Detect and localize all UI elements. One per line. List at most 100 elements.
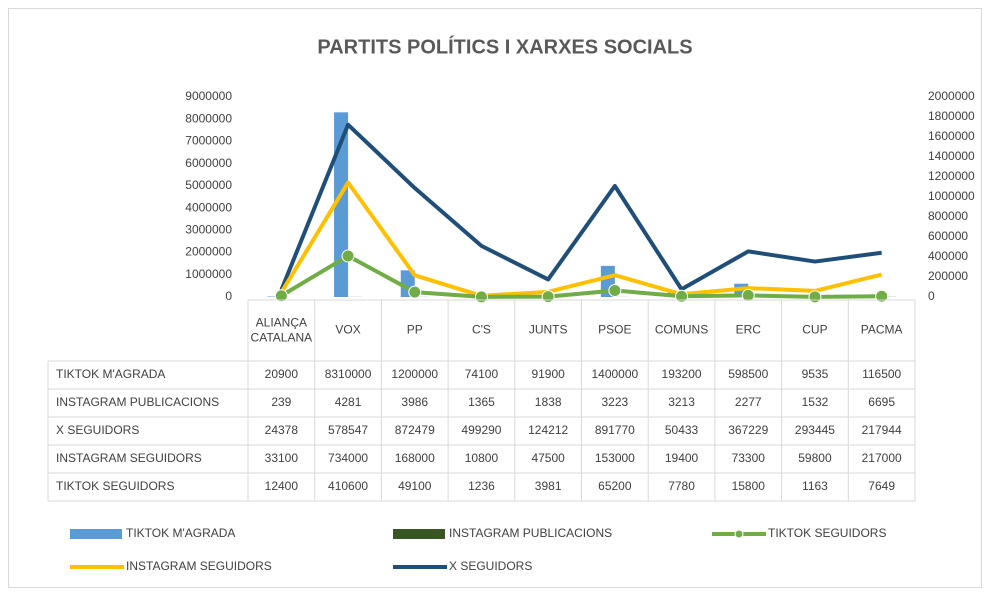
line-series <box>279 122 882 292</box>
table-cell: 168000 <box>395 451 435 465</box>
table-cell: 73300 <box>732 451 766 465</box>
table-cell: 1365 <box>468 395 495 409</box>
row-label: INSTAGRAM PUBLICACIONS <box>56 395 219 409</box>
y2-tick-label: 800000 <box>928 209 968 223</box>
legend-label: TIKTOK M'AGRADA <box>126 526 235 540</box>
line-marker <box>274 289 288 303</box>
line-marker <box>875 289 889 303</box>
table-cell: 598500 <box>728 367 768 381</box>
row-label: X SEGUIDORS <box>56 423 139 437</box>
table-cell: 10800 <box>465 451 499 465</box>
category-label: PP <box>407 323 423 337</box>
table-cell: 1236 <box>468 479 495 493</box>
y-tick-label: 6000000 <box>185 156 232 170</box>
y2-tick-label: 1600000 <box>928 129 975 143</box>
row-label: INSTAGRAM SEGUIDORS <box>56 451 202 465</box>
category-label: JUNTS <box>529 323 568 337</box>
category-label: C'S <box>472 323 491 337</box>
table-cell: 3981 <box>535 479 562 493</box>
table-cell: 217000 <box>862 451 902 465</box>
table-cell: 1200000 <box>391 367 438 381</box>
legend-label: INSTAGRAM SEGUIDORS <box>126 559 272 573</box>
category-label: PSOE <box>598 323 631 337</box>
table-cell: 20900 <box>265 367 299 381</box>
legend-marker <box>734 529 744 539</box>
y-tick-label: 8000000 <box>185 111 232 125</box>
table-cell: 49100 <box>398 479 432 493</box>
line-marker <box>341 249 355 263</box>
legend-label: TIKTOK SEGUIDORS <box>768 526 886 540</box>
table-cell: 293445 <box>795 423 835 437</box>
table-cell: 1532 <box>802 395 829 409</box>
table-cell: 9535 <box>802 367 829 381</box>
y-tick-label: 2000000 <box>185 245 232 259</box>
table-cell: 50433 <box>665 423 699 437</box>
table-cell: 367229 <box>728 423 768 437</box>
y2-tick-label: 200000 <box>928 269 968 283</box>
table-cell: 59800 <box>798 451 832 465</box>
table-cell: 1163 <box>802 479 828 493</box>
row-label: TIKTOK SEGUIDORS <box>56 479 174 493</box>
table-cell: 15800 <box>732 479 766 493</box>
line-series <box>280 253 882 299</box>
y2-tick-label: 2000000 <box>928 89 975 103</box>
category-label: CUP <box>802 323 827 337</box>
table-cell: 7780 <box>668 479 695 493</box>
table-cell: 65200 <box>598 479 632 493</box>
y2-tick-label: 1400000 <box>928 149 975 163</box>
row-label: TIKTOK M'AGRADA <box>56 367 165 381</box>
table-cell: 47500 <box>531 451 565 465</box>
y2-tick-label: 1800000 <box>928 109 975 123</box>
legend-label: INSTAGRAM PUBLICACIONS <box>449 526 612 540</box>
y2-tick-label: 1200000 <box>928 169 975 183</box>
line-marker <box>474 290 488 304</box>
table-cell: 1838 <box>535 395 562 409</box>
table-cell: 3986 <box>401 395 428 409</box>
y-tick-label: 0 <box>225 289 232 303</box>
table-cell: 4281 <box>335 395 362 409</box>
legend-swatch <box>70 529 122 539</box>
category-label: VOX <box>335 323 360 337</box>
line-marker <box>408 285 422 299</box>
y2-tick-label: 1000000 <box>928 189 975 203</box>
category-label: ERC <box>736 323 762 337</box>
y-tick-label: 1000000 <box>185 267 232 281</box>
line-marker <box>541 290 555 304</box>
table-cell: 153000 <box>595 451 635 465</box>
table-cell: 2277 <box>735 395 762 409</box>
category-label: ALIANÇA CATALANA <box>251 316 313 345</box>
table-cell: 193200 <box>662 367 702 381</box>
y2-tick-label: 400000 <box>928 249 968 263</box>
table-cell: 116500 <box>862 367 901 381</box>
table-cell: 24378 <box>265 423 299 437</box>
line-marker <box>808 290 822 304</box>
table-cell: 12400 <box>265 479 299 493</box>
y-tick-label: 7000000 <box>185 134 232 148</box>
table-cell: 8310000 <box>325 367 372 381</box>
chart-title: PARTITS POLÍTICS I XARXES SOCIALS <box>317 35 692 58</box>
y-tick-label: 5000000 <box>185 178 232 192</box>
table-cell: 1400000 <box>591 367 638 381</box>
table-cell: 3223 <box>601 395 628 409</box>
legend-swatch <box>393 529 445 539</box>
table-cell: 91900 <box>531 367 565 381</box>
category-label: COMUNS <box>655 323 708 337</box>
table-cell: 33100 <box>265 451 299 465</box>
line-series <box>279 180 883 298</box>
category-label: PACMA <box>861 323 903 337</box>
table-cell: 891770 <box>595 423 635 437</box>
line-marker <box>608 283 622 297</box>
table-cell: 74100 <box>465 367 499 381</box>
y-tick-label: 4000000 <box>185 200 232 214</box>
table-cell: 578547 <box>328 423 368 437</box>
line-marker <box>675 289 689 303</box>
table-cell: 124212 <box>528 423 568 437</box>
table-cell: 499290 <box>461 423 501 437</box>
table-cell: 7649 <box>868 479 895 493</box>
table-cell: 217944 <box>862 423 902 437</box>
line-marker <box>741 288 755 302</box>
y2-tick-label: 0 <box>928 289 935 303</box>
table-cell: 872479 <box>395 423 435 437</box>
table-cell: 239 <box>271 395 291 409</box>
